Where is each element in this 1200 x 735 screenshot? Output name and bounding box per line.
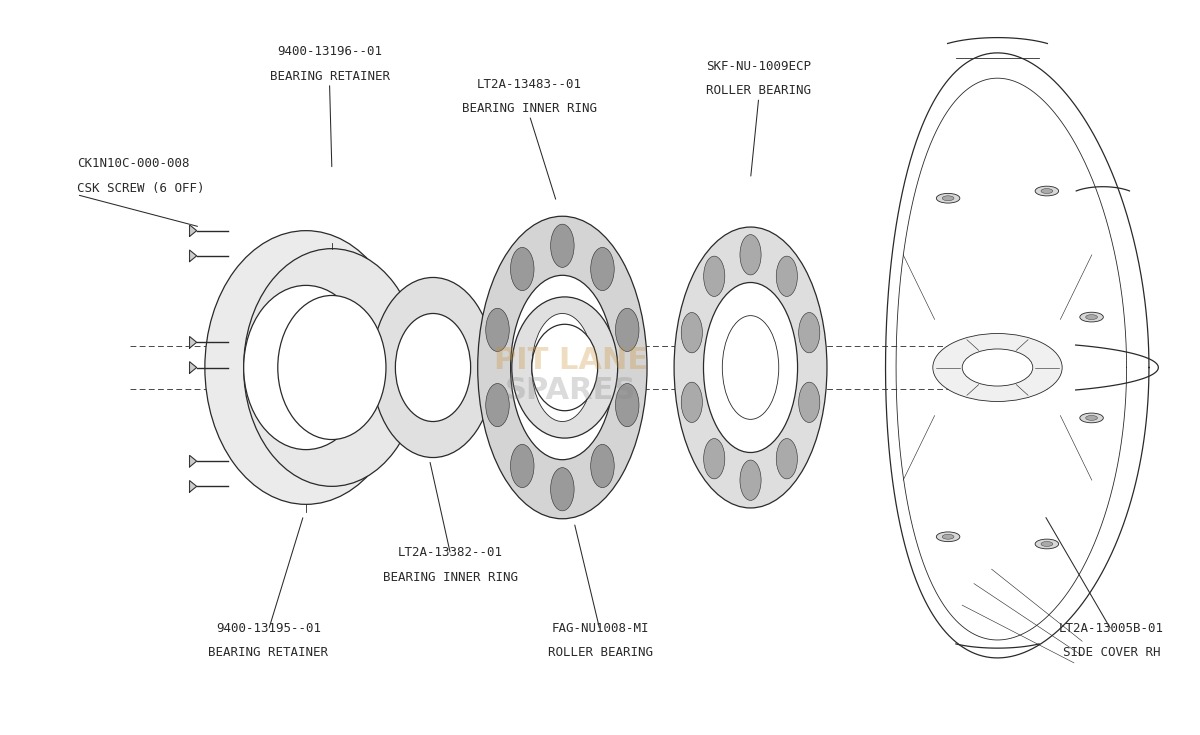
Ellipse shape	[703, 256, 725, 296]
Text: BEARING RETAINER: BEARING RETAINER	[209, 646, 329, 659]
Text: SIDE COVER RH: SIDE COVER RH	[1063, 646, 1160, 659]
Ellipse shape	[551, 224, 574, 268]
Polygon shape	[190, 481, 197, 492]
Ellipse shape	[703, 282, 798, 453]
Text: CSK SCREW (6 OFF): CSK SCREW (6 OFF)	[77, 182, 204, 195]
Ellipse shape	[511, 276, 614, 459]
Polygon shape	[190, 250, 197, 262]
Ellipse shape	[486, 384, 509, 427]
Ellipse shape	[682, 382, 702, 423]
Ellipse shape	[682, 312, 702, 353]
Text: PIT LANE: PIT LANE	[493, 345, 648, 375]
Text: ROLLER BEARING: ROLLER BEARING	[547, 646, 653, 659]
Ellipse shape	[942, 196, 954, 201]
Ellipse shape	[936, 532, 960, 542]
Text: FAG-NU1008-MI: FAG-NU1008-MI	[551, 622, 649, 635]
Ellipse shape	[551, 467, 574, 511]
Text: SKF-NU-1009ECP: SKF-NU-1009ECP	[707, 60, 811, 73]
Ellipse shape	[674, 227, 827, 508]
Ellipse shape	[395, 314, 470, 422]
Text: BEARING INNER RING: BEARING INNER RING	[462, 102, 596, 115]
Ellipse shape	[244, 285, 368, 450]
Ellipse shape	[532, 324, 598, 411]
Ellipse shape	[1042, 189, 1052, 193]
Ellipse shape	[1086, 315, 1098, 320]
Text: ROLLER BEARING: ROLLER BEARING	[707, 85, 811, 98]
Ellipse shape	[511, 297, 618, 438]
Ellipse shape	[1036, 539, 1058, 549]
Ellipse shape	[1086, 415, 1098, 420]
Text: 9400-13195--01: 9400-13195--01	[216, 622, 320, 635]
Ellipse shape	[277, 295, 386, 440]
Ellipse shape	[799, 382, 820, 423]
Ellipse shape	[590, 445, 614, 487]
Ellipse shape	[722, 315, 779, 420]
Ellipse shape	[616, 384, 638, 427]
Ellipse shape	[510, 445, 534, 487]
Text: BEARING RETAINER: BEARING RETAINER	[270, 70, 390, 83]
Ellipse shape	[799, 312, 820, 353]
Polygon shape	[190, 337, 197, 348]
Polygon shape	[190, 362, 197, 373]
Text: LT2A-13005B-01: LT2A-13005B-01	[1060, 622, 1164, 635]
Ellipse shape	[942, 534, 954, 539]
Text: SPARES: SPARES	[505, 376, 636, 405]
Ellipse shape	[1036, 186, 1058, 196]
Text: BEARING INNER RING: BEARING INNER RING	[383, 570, 518, 584]
Ellipse shape	[244, 248, 420, 487]
Text: LT2A-13483--01: LT2A-13483--01	[476, 78, 582, 91]
Ellipse shape	[486, 308, 509, 351]
Ellipse shape	[616, 308, 638, 351]
Ellipse shape	[532, 314, 593, 422]
Ellipse shape	[776, 439, 798, 479]
Text: LT2A-13382--01: LT2A-13382--01	[398, 546, 503, 559]
Ellipse shape	[740, 234, 761, 275]
Ellipse shape	[205, 231, 407, 504]
Ellipse shape	[372, 278, 494, 457]
Ellipse shape	[703, 439, 725, 479]
Text: CK1N10C-000-008: CK1N10C-000-008	[77, 157, 190, 170]
Ellipse shape	[510, 248, 534, 290]
Ellipse shape	[590, 248, 614, 290]
Ellipse shape	[1042, 542, 1052, 546]
Ellipse shape	[478, 216, 647, 519]
Ellipse shape	[1080, 413, 1103, 423]
Polygon shape	[190, 225, 197, 237]
Polygon shape	[190, 456, 197, 467]
Ellipse shape	[962, 349, 1033, 386]
Text: 9400-13196--01: 9400-13196--01	[277, 46, 382, 59]
Ellipse shape	[1080, 312, 1103, 322]
Ellipse shape	[936, 193, 960, 203]
Ellipse shape	[776, 256, 798, 296]
Ellipse shape	[740, 460, 761, 501]
Ellipse shape	[932, 334, 1062, 401]
